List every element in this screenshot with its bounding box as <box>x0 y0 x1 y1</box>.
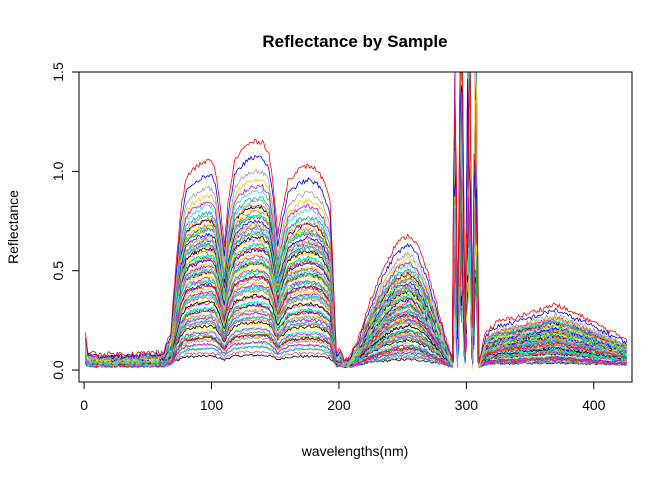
x-tick-label-300: 300 <box>455 397 479 413</box>
chart-title: Reflectance by Sample <box>262 32 447 51</box>
series-line-80 <box>85 71 628 364</box>
plot-frame <box>78 71 633 383</box>
series-line-33 <box>85 71 627 368</box>
y-tick-label-1.0: 1.0 <box>50 161 66 181</box>
y-tick-label-0.5: 0.5 <box>50 261 66 281</box>
x-axis: 0 100 200 300 400 <box>80 382 606 413</box>
plot-area <box>85 71 628 369</box>
x-axis-label: wavelengths(nm) <box>301 443 409 459</box>
series-line-79 <box>85 78 628 363</box>
series-line-66 <box>85 71 628 364</box>
series-line-78 <box>85 71 628 365</box>
series-line-45 <box>85 101 628 367</box>
series-line-48 <box>85 122 628 367</box>
series-line-4 <box>85 74 628 369</box>
series-line-43 <box>85 71 628 364</box>
series-line-26 <box>85 91 628 368</box>
y-axis-label: Reflectance <box>5 190 21 264</box>
series-line-22 <box>85 90 628 369</box>
series-line-13 <box>85 77 628 369</box>
x-tick-label-100: 100 <box>200 397 224 413</box>
y-axis: 0.0 0.5 1.0 1.5 <box>50 62 79 380</box>
x-tick-label-0: 0 <box>80 397 88 413</box>
y-tick-label-1.5: 1.5 <box>50 62 66 82</box>
y-tick-label-0.0: 0.0 <box>50 360 66 380</box>
series-line-71 <box>85 71 627 364</box>
x-tick-label-200: 200 <box>327 397 351 413</box>
x-tick-label-400: 400 <box>582 397 606 413</box>
